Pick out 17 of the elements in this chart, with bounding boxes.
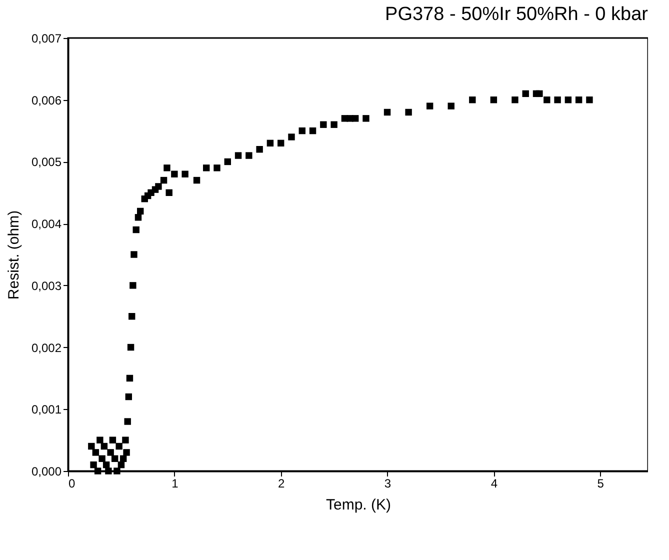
y-tick-label: 0,004 <box>31 217 62 232</box>
y-tick-label: 0,005 <box>31 155 62 170</box>
x-tick-label: 3 <box>384 476 392 490</box>
x-tick-label: 2 <box>278 476 285 490</box>
x-axis-title: Temp. (K) <box>326 496 392 514</box>
x-tick-label: 5 <box>597 476 604 490</box>
y-tick-label: 0,007 <box>31 32 62 46</box>
y-axis-title: Resist. (ohm) <box>5 210 22 300</box>
x-tick-label: 4 <box>490 476 498 490</box>
y-tick-label: 0,006 <box>31 93 62 108</box>
x-tick-label: 1 <box>172 476 179 490</box>
y-tick-label: 0,003 <box>31 278 62 293</box>
chart-title: PG378 - 50%Ir 50%Rh - 0 kbar <box>385 4 649 25</box>
y-tick-label: 0,000 <box>31 464 62 478</box>
x-tick-label: 0 <box>68 476 76 490</box>
y-tick-label: 0,001 <box>31 402 62 417</box>
y-tick-label: 0,002 <box>31 340 62 355</box>
